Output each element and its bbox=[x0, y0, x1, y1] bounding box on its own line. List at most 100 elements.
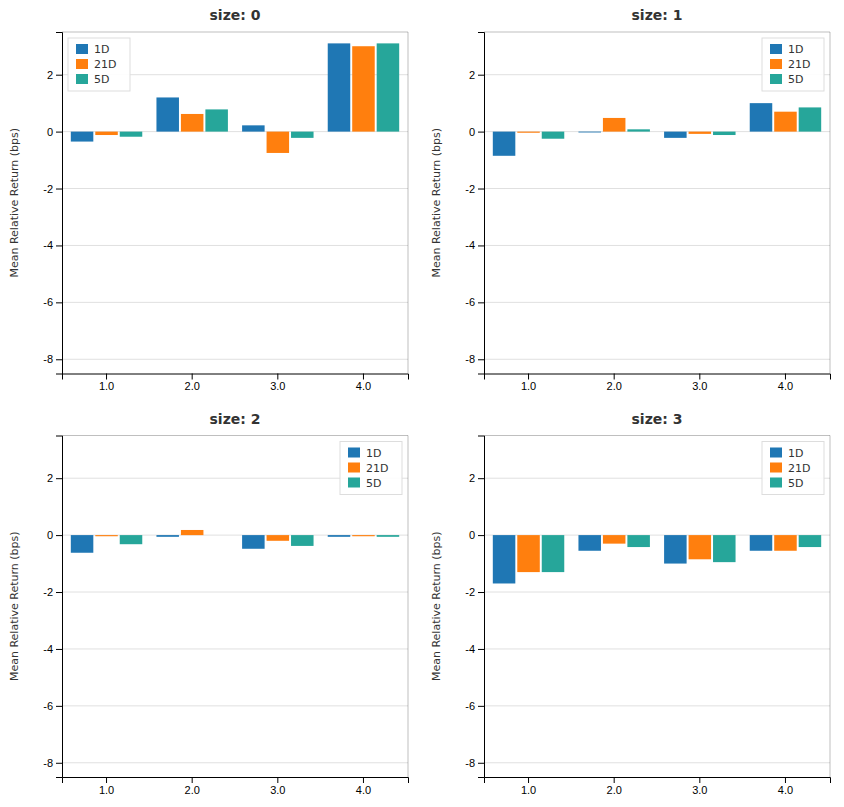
legend: 1D21D5D bbox=[762, 442, 824, 495]
x-tick: 3.0 bbox=[270, 777, 285, 796]
x-axis: 1.02.03.04.0 bbox=[485, 777, 831, 796]
y-axis: -8 -6 -4 -2 0 2 bbox=[43, 33, 62, 375]
x-tick-label: 1.0 bbox=[99, 784, 114, 796]
y-tick-label: -6 bbox=[465, 296, 475, 308]
y-tick-mark bbox=[478, 132, 484, 133]
bar-series bbox=[120, 43, 399, 137]
x-tick-mark bbox=[363, 374, 364, 380]
bar bbox=[95, 535, 118, 536]
y-tick-label: -4 bbox=[465, 239, 475, 251]
frame-line bbox=[408, 32, 409, 374]
x-tick-mark bbox=[614, 374, 615, 380]
y-tick-mark bbox=[56, 478, 62, 479]
bar-series bbox=[95, 46, 374, 153]
bar bbox=[377, 535, 400, 537]
bar bbox=[267, 132, 290, 153]
bar bbox=[181, 530, 204, 535]
bar bbox=[95, 132, 118, 135]
y-tick: -4 bbox=[43, 239, 62, 251]
x-tick-label: 1.0 bbox=[521, 784, 536, 796]
y-tick-mark bbox=[56, 132, 62, 133]
y-tick-label: -6 bbox=[43, 700, 53, 712]
legend-label: 1D bbox=[788, 43, 803, 56]
bar bbox=[156, 535, 179, 537]
y-tick-mark bbox=[478, 75, 484, 76]
y-axis-title: Mean Relative Return (bps) bbox=[8, 128, 21, 278]
bar-series bbox=[120, 535, 399, 546]
y-axis: -8-6-4-202 bbox=[465, 33, 484, 375]
grid-line bbox=[62, 705, 408, 706]
y-tick-label: 0 bbox=[47, 529, 53, 541]
y-tick-label: -6 bbox=[465, 700, 475, 712]
x-tick-label: 2.0 bbox=[607, 380, 622, 392]
x-tick-mark bbox=[528, 374, 529, 380]
y-tick-label: 0 bbox=[469, 126, 475, 138]
bar bbox=[242, 535, 265, 549]
y-tick-label: -2 bbox=[43, 586, 53, 598]
legend-item: 1D bbox=[348, 447, 381, 460]
grid-line bbox=[484, 705, 830, 706]
grid-line bbox=[484, 648, 830, 649]
y-tick-label: 2 bbox=[469, 69, 475, 81]
x-axis-line bbox=[485, 374, 831, 380]
bar bbox=[291, 535, 314, 546]
bar bbox=[542, 535, 565, 572]
x-tick-label: 2.0 bbox=[607, 784, 622, 796]
title: size: 3 bbox=[632, 411, 683, 427]
x-tick: 4.0 bbox=[778, 777, 793, 796]
bar-series bbox=[517, 535, 796, 572]
y-tick-label: -8 bbox=[43, 353, 53, 365]
legend-box bbox=[762, 38, 824, 91]
x-tick-label: 4.0 bbox=[778, 784, 793, 796]
x-tick: 1.0 bbox=[99, 777, 114, 796]
y-axis-line bbox=[56, 436, 63, 778]
y-tick: 2 bbox=[469, 472, 484, 484]
y-tick: -2 bbox=[43, 183, 62, 195]
y-axis: -8-6-4-202 bbox=[43, 436, 62, 778]
bar bbox=[267, 535, 290, 541]
frame-line bbox=[484, 435, 830, 436]
y-tick-label: -4 bbox=[43, 643, 53, 655]
bars bbox=[493, 535, 821, 583]
y-tick: -4 bbox=[43, 643, 62, 655]
y-tick-label: -8 bbox=[465, 757, 475, 769]
legend-swatch bbox=[76, 74, 88, 84]
y-tick-label: 0 bbox=[47, 126, 53, 138]
legend-label: 1D bbox=[788, 447, 803, 460]
y-tick-label: -2 bbox=[43, 183, 53, 195]
y-tick: 2 bbox=[469, 69, 484, 81]
bar bbox=[627, 535, 650, 547]
figure: 1.02.03.04.0-8-6-4-202size: 0Mean Relati… bbox=[0, 0, 844, 807]
x-tick: 3.0 bbox=[270, 374, 285, 393]
y-tick: 2 bbox=[47, 69, 62, 81]
legend-swatch bbox=[76, 44, 88, 54]
y-axis-title: Mean Relative Return (bps) bbox=[430, 531, 443, 681]
x-tick-mark bbox=[363, 777, 364, 783]
frame-line bbox=[408, 436, 409, 778]
x-tick: 3.0 bbox=[692, 374, 707, 393]
bar bbox=[774, 535, 797, 551]
x-tick-label: 4.0 bbox=[356, 784, 371, 796]
y-tick-mark bbox=[56, 592, 62, 593]
y-tick-mark bbox=[478, 535, 484, 536]
x-tick-label: 2.0 bbox=[185, 784, 200, 796]
y-tick-label: 0 bbox=[469, 529, 475, 541]
legend-label: 21D bbox=[788, 462, 810, 475]
y-tick: -2 bbox=[465, 183, 484, 195]
frame-line bbox=[830, 32, 831, 374]
x-tick-mark bbox=[785, 777, 786, 783]
y-tick-label: -6 bbox=[43, 296, 53, 308]
legend-label: 21D bbox=[366, 462, 388, 475]
y-tick: 0 bbox=[469, 126, 484, 138]
legend-item: 1D bbox=[770, 447, 803, 460]
legend-label: 5D bbox=[94, 73, 109, 86]
x-tick-mark bbox=[614, 777, 615, 783]
y-tick: -2 bbox=[465, 586, 484, 598]
y-tick-mark bbox=[56, 75, 62, 76]
y-tick: -6 bbox=[465, 700, 484, 712]
bar bbox=[799, 535, 822, 547]
legend-box bbox=[762, 442, 824, 495]
bar bbox=[291, 132, 314, 138]
legend-box bbox=[340, 442, 402, 495]
legend-item: 1D bbox=[770, 43, 803, 56]
